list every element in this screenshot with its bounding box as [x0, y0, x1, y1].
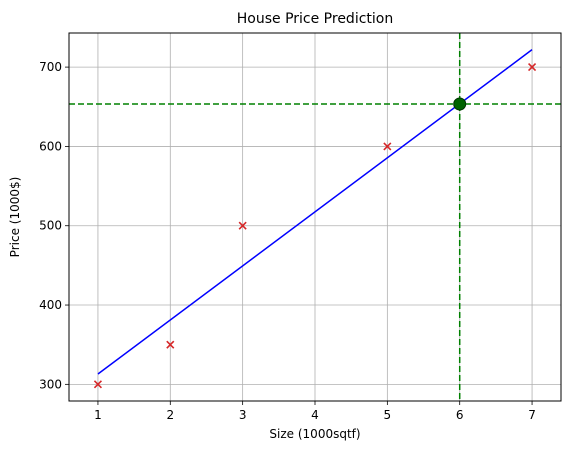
y-tick-label: 700	[39, 60, 62, 74]
x-tick-label: 1	[94, 408, 102, 422]
data-point	[527, 63, 537, 72]
y-tick-label: 600	[39, 139, 62, 153]
data-point	[93, 380, 103, 389]
x-axis-ticks: 1 2 3 4 5 6 7	[94, 401, 536, 422]
data-point	[166, 340, 175, 349]
data-point	[238, 221, 247, 230]
prediction-point	[453, 97, 467, 111]
x-marker-stroke	[93, 380, 103, 389]
x-marker-stroke	[527, 63, 537, 72]
x-marker-stroke	[238, 221, 247, 230]
data-point	[383, 142, 392, 151]
x-axis-label: Size (1000sqtf)	[269, 427, 360, 441]
x-marker-stroke	[383, 142, 392, 151]
x-tick-label: 5	[384, 408, 392, 422]
grid	[69, 33, 561, 401]
y-axis-ticks: 300 400 500 600 700	[39, 60, 69, 391]
x-tick-label: 4	[311, 408, 319, 422]
x-tick-label: 2	[166, 408, 174, 422]
y-tick-label: 400	[39, 298, 62, 312]
x-tick-label: 6	[456, 408, 464, 422]
x-marker-stroke	[166, 340, 175, 349]
x-tick-label: 7	[528, 408, 536, 422]
chart-title: House Price Prediction	[237, 11, 393, 27]
x-tick-label: 3	[239, 408, 247, 422]
series	[93, 49, 537, 389]
y-axis-label: Price (1000$)	[8, 177, 22, 258]
y-tick-label: 500	[39, 219, 62, 233]
reference-lines	[69, 33, 561, 401]
y-tick-label: 300	[39, 377, 62, 391]
